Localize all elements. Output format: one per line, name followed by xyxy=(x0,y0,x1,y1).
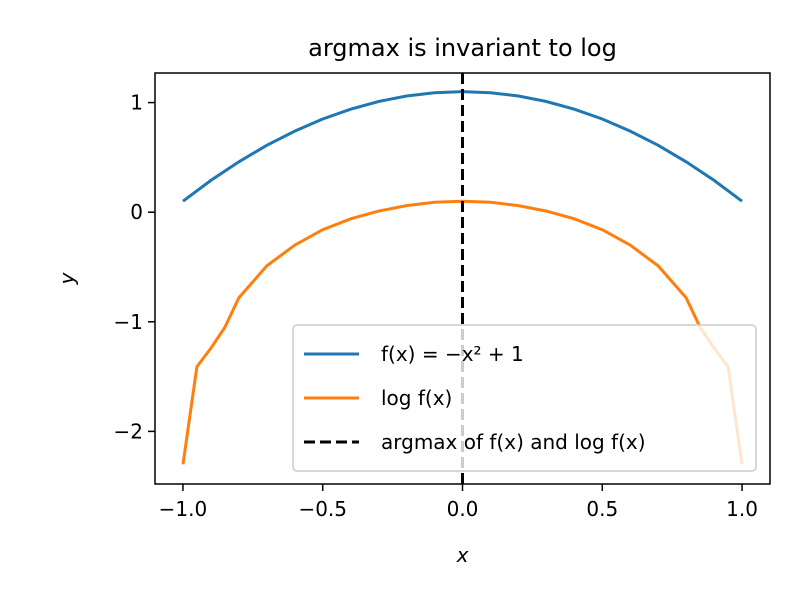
x-tick-label: −0.5 xyxy=(298,497,347,521)
x-ticks: −1.0 −0.5 0.0 0.5 1.0 xyxy=(159,484,758,521)
x-tick-label: 0.0 xyxy=(447,497,479,521)
x-tick-label: 1.0 xyxy=(726,497,758,521)
chart-title: argmax is invariant to log xyxy=(308,34,617,62)
y-axis-label: y xyxy=(55,271,79,285)
legend-label-2: argmax of f(x) and log f(x) xyxy=(381,430,646,454)
y-tick-label: 0 xyxy=(130,200,143,224)
legend-label-1: log f(x) xyxy=(381,386,452,410)
x-axis-label: x xyxy=(456,543,469,567)
x-tick-label: 0.5 xyxy=(586,497,618,521)
y-tick-label: −1 xyxy=(114,310,143,334)
y-ticks: 1 0 −1 −2 xyxy=(114,91,155,443)
legend: f(x) = −x² + 1 log f(x) argmax of f(x) and… xyxy=(292,324,757,472)
x-tick-label: −1.0 xyxy=(159,497,208,521)
y-tick-label: 1 xyxy=(130,91,143,115)
legend-label-0: f(x) = −x² + 1 xyxy=(381,342,524,366)
y-tick-label: −2 xyxy=(114,419,143,443)
legend-box xyxy=(292,324,757,472)
